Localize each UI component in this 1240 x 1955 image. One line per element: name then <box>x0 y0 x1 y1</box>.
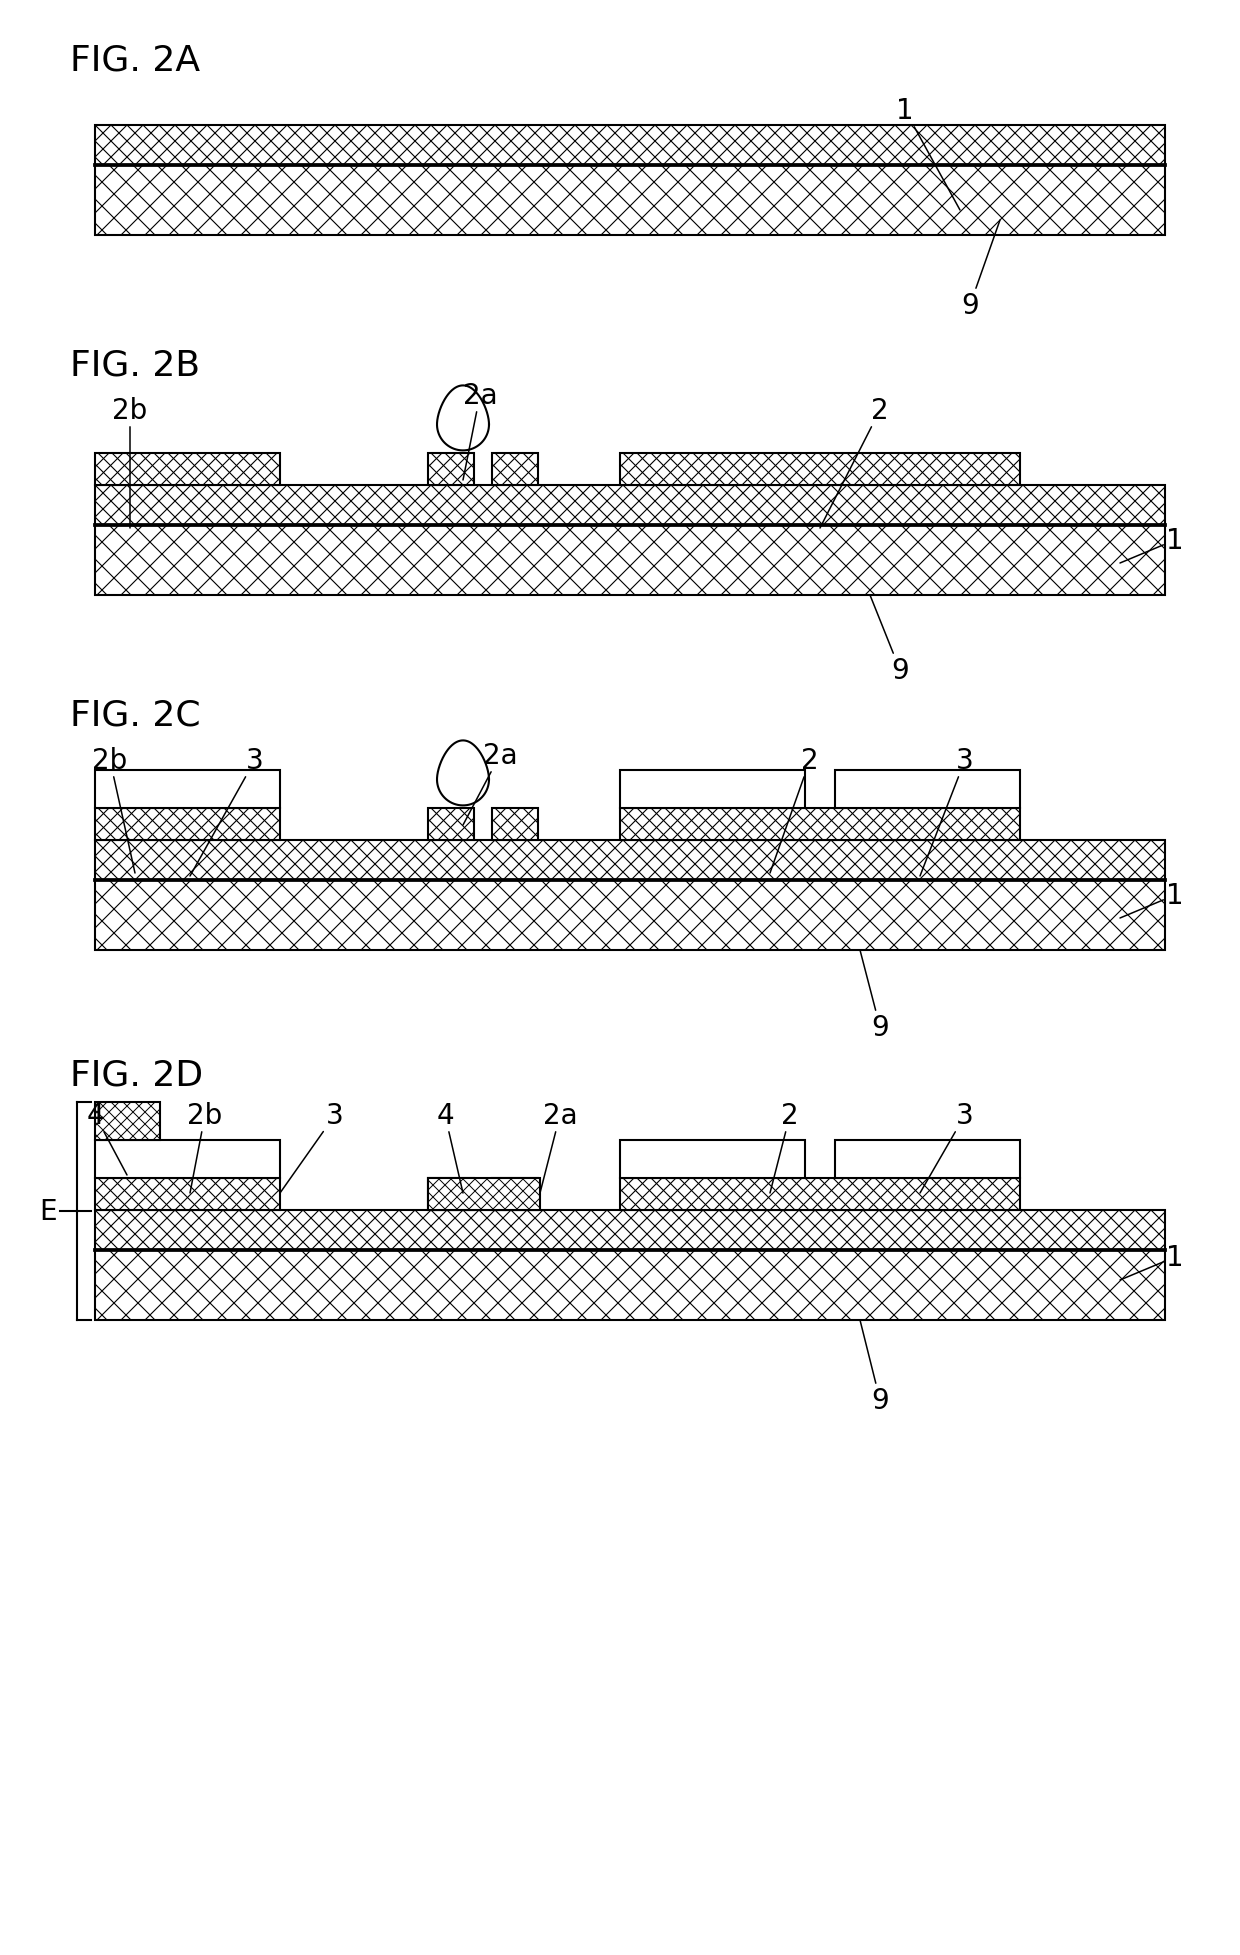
Text: FIG. 2B: FIG. 2B <box>69 348 200 383</box>
Bar <box>95 485 1166 526</box>
Text: 3: 3 <box>280 1101 343 1193</box>
Bar <box>492 809 538 841</box>
Text: 9: 9 <box>870 596 909 684</box>
Bar <box>620 1179 1021 1210</box>
Bar <box>428 809 474 841</box>
Text: FIG. 2C: FIG. 2C <box>69 698 201 733</box>
Bar <box>95 1140 280 1179</box>
Bar <box>95 1251 1166 1320</box>
Text: 1: 1 <box>1120 882 1184 919</box>
Text: 2a: 2a <box>463 741 517 825</box>
Text: 1: 1 <box>1120 526 1184 563</box>
Bar <box>95 809 280 841</box>
Bar <box>95 770 280 809</box>
Bar <box>620 809 1021 841</box>
Text: 1: 1 <box>897 98 960 211</box>
Text: 3: 3 <box>920 1101 973 1193</box>
Bar <box>95 880 1166 950</box>
Polygon shape <box>436 741 489 805</box>
Text: 2: 2 <box>770 747 818 874</box>
Bar <box>835 770 1021 809</box>
Text: 2a: 2a <box>539 1101 578 1193</box>
Text: 2: 2 <box>820 397 889 528</box>
Bar <box>428 454 474 485</box>
Bar <box>95 841 1166 880</box>
Text: 2b: 2b <box>187 1101 223 1193</box>
Text: FIG. 2A: FIG. 2A <box>69 43 200 78</box>
Bar <box>620 770 805 809</box>
Bar <box>95 1103 160 1140</box>
Text: 4: 4 <box>87 1101 126 1175</box>
Polygon shape <box>436 387 489 452</box>
Bar <box>95 125 1166 166</box>
Bar <box>492 454 538 485</box>
Text: 9: 9 <box>861 1320 889 1413</box>
Text: 4: 4 <box>436 1101 463 1193</box>
Text: 9: 9 <box>861 950 889 1042</box>
Bar <box>95 454 280 485</box>
Bar <box>95 1179 280 1210</box>
Bar <box>492 1179 538 1210</box>
Bar <box>835 1140 1021 1179</box>
Text: 2b: 2b <box>113 397 148 528</box>
Bar <box>428 1179 474 1210</box>
Text: 2b: 2b <box>92 747 135 874</box>
Text: 2a: 2a <box>463 381 497 481</box>
Text: 1: 1 <box>1120 1243 1184 1281</box>
Text: E: E <box>40 1196 57 1226</box>
Text: 3: 3 <box>190 747 264 876</box>
Bar <box>95 526 1166 596</box>
Bar <box>95 166 1166 237</box>
Bar <box>620 1140 805 1179</box>
Text: 2: 2 <box>770 1101 799 1193</box>
Text: 3: 3 <box>920 747 973 876</box>
Bar <box>95 1210 1166 1251</box>
Bar <box>620 454 1021 485</box>
Text: 9: 9 <box>961 221 999 321</box>
Bar <box>428 1179 539 1210</box>
Text: FIG. 2D: FIG. 2D <box>69 1058 203 1093</box>
